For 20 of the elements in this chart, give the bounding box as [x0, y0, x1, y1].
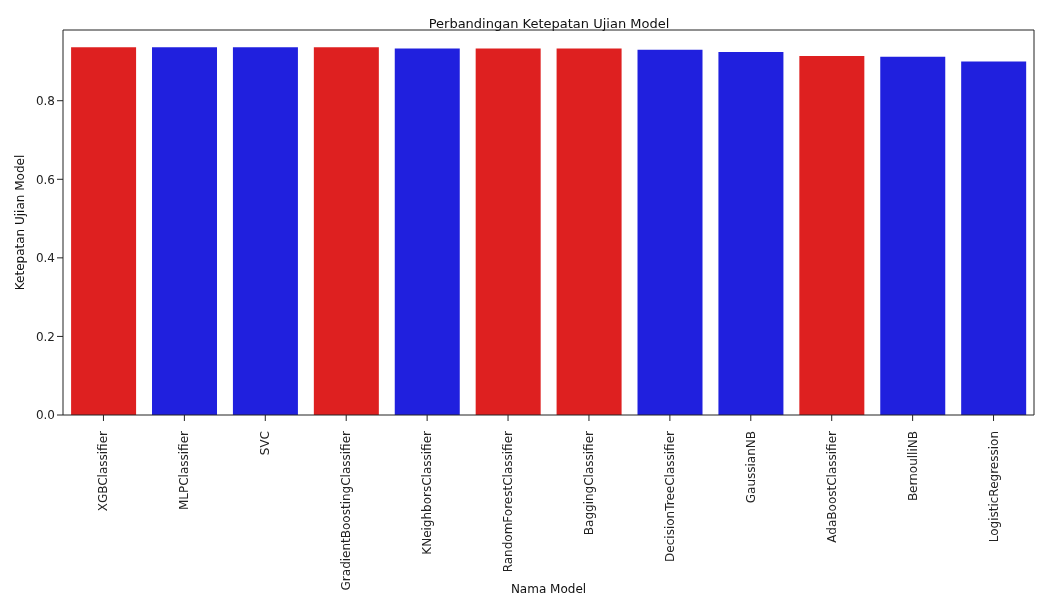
x-tick-label: LogisticRegression — [986, 431, 1001, 543]
x-tick-label: BaggingClassifier — [581, 430, 596, 536]
x-tick-label: KNeighborsClassifier — [420, 430, 435, 555]
y-tick-label: 0.6 — [35, 172, 55, 187]
x-tick-label: AdaBoostClassifier — [824, 430, 839, 543]
chart-title: Perbandingan Ketepatan Ujian Model — [427, 16, 671, 31]
x-tick-label: RandomForestClassifier — [501, 430, 516, 573]
x-tick-label: XGBClassifier — [96, 430, 111, 512]
x-tick-label: DecisionTreeClassifier — [662, 430, 677, 562]
x-tick-label: MLPClassifier — [177, 430, 192, 511]
y-tick-label: 0.0 — [35, 408, 55, 423]
y-axis-title: Ketepatan Ujian Model — [13, 154, 28, 291]
x-tick-label: GradientBoostingClassifier — [339, 430, 354, 591]
x-axis-title: Nama Model — [510, 582, 587, 596]
x-tick-label: SVC — [258, 431, 273, 456]
y-tick-label: 0.2 — [35, 329, 55, 344]
x-tick-label: GaussianNB — [743, 431, 758, 504]
x-tick-label: BernoulliNB — [905, 431, 920, 502]
y-tick-label: 0.4 — [35, 251, 55, 266]
y-tick-label: 0.8 — [35, 93, 55, 108]
